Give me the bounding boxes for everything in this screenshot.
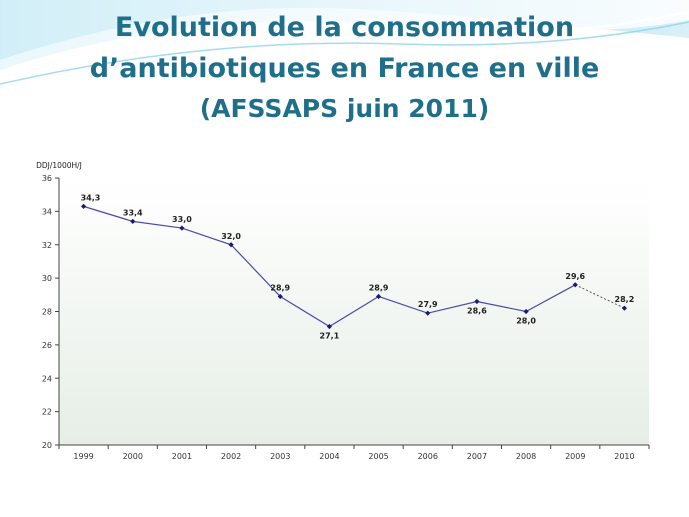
- y-tick-label: 36: [42, 174, 52, 183]
- y-tick-label: 22: [42, 408, 52, 417]
- x-tick-label: 2004: [319, 452, 339, 461]
- y-tick-label: 30: [42, 274, 52, 283]
- y-tick-label: 20: [42, 441, 52, 450]
- data-label: 32,0: [221, 232, 241, 241]
- data-label: 28,0: [516, 317, 536, 326]
- data-label: 28,6: [467, 306, 487, 315]
- x-tick-label: 2002: [221, 452, 241, 461]
- y-axis-unit-label: DDJ/1000H/J: [36, 161, 82, 170]
- header-wave-line-2: [0, 21, 689, 85]
- data-point: [80, 203, 87, 209]
- x-tick-label: 2005: [368, 452, 388, 461]
- slide-title-line2: d’antibiotiques en France en ville: [89, 53, 600, 84]
- data-label: 33,4: [123, 208, 143, 217]
- x-tick-label: 2010: [614, 452, 634, 461]
- header-wave-line: [0, 10, 689, 80]
- data-label: 28,2: [615, 295, 635, 304]
- x-tick-label: 2007: [467, 452, 487, 461]
- data-label: 34,3: [81, 193, 101, 202]
- y-tick-label: 24: [42, 374, 52, 383]
- data-point: [572, 282, 578, 288]
- data-label: 27,9: [418, 300, 438, 309]
- x-tick-label: 1999: [73, 452, 93, 461]
- data-label: 27,1: [320, 332, 340, 341]
- data-point: [326, 323, 333, 330]
- data-point: [474, 298, 480, 305]
- header-wave-front: [0, 0, 689, 70]
- data-point: [375, 293, 382, 300]
- data-label: 33,0: [172, 215, 192, 224]
- x-tick-label: 2006: [418, 452, 438, 461]
- data-label: 28,9: [270, 283, 290, 292]
- x-tick-label: 2003: [270, 452, 290, 461]
- data-point: [523, 308, 529, 315]
- data-point: [277, 293, 283, 300]
- data-point: [130, 218, 136, 224]
- x-tick-label: 2000: [123, 452, 143, 461]
- data-point: [228, 242, 234, 248]
- data-label: 28,9: [369, 283, 389, 292]
- slide-title-source: (AFSSAPS juin 2011): [199, 94, 490, 123]
- y-tick-label: 32: [42, 241, 52, 250]
- data-point: [621, 305, 628, 311]
- series-line-dashed: [575, 284, 625, 309]
- data-point: [179, 225, 185, 231]
- slide-title-line1: Evolution de la consommation: [114, 12, 575, 43]
- y-tick-label: 26: [42, 341, 52, 350]
- data-label: 29,6: [565, 272, 585, 281]
- data-point: [425, 310, 431, 316]
- x-tick-label: 2009: [565, 452, 585, 461]
- y-tick-label: 28: [42, 308, 52, 317]
- x-tick-label: 2008: [516, 452, 536, 461]
- x-tick-label: 2001: [172, 452, 192, 461]
- y-tick-label: 34: [42, 207, 52, 216]
